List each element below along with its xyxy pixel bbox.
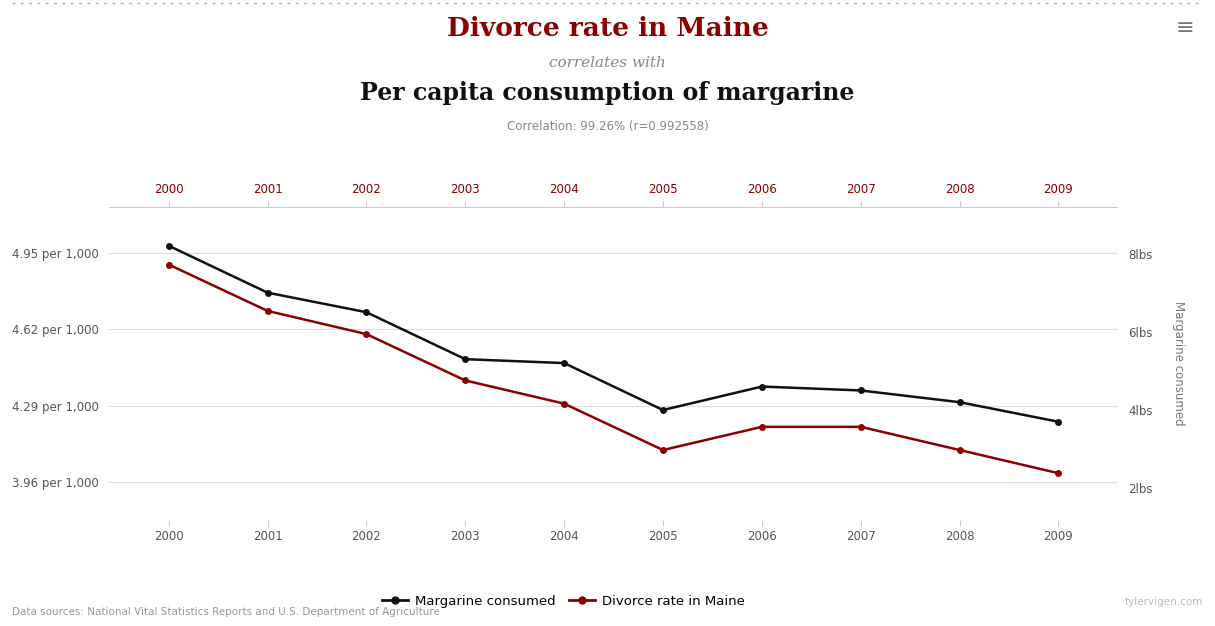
Legend: Margarine consumed, Divorce rate in Maine: Margarine consumed, Divorce rate in Main… — [377, 590, 750, 613]
Text: Per capita consumption of margarine: Per capita consumption of margarine — [361, 81, 854, 105]
Text: correlates with: correlates with — [549, 56, 666, 70]
Text: Correlation: 99.26% (r=0.992558): Correlation: 99.26% (r=0.992558) — [507, 120, 708, 133]
Text: Divorce rate in Maine: Divorce rate in Maine — [447, 16, 768, 41]
Text: ≡: ≡ — [1175, 18, 1194, 38]
Text: tylervigen.com: tylervigen.com — [1124, 597, 1203, 607]
Y-axis label: Margarine consumed: Margarine consumed — [1172, 300, 1185, 426]
Text: Data sources: National Vital Statistics Reports and U.S. Department of Agricultu: Data sources: National Vital Statistics … — [12, 607, 440, 617]
